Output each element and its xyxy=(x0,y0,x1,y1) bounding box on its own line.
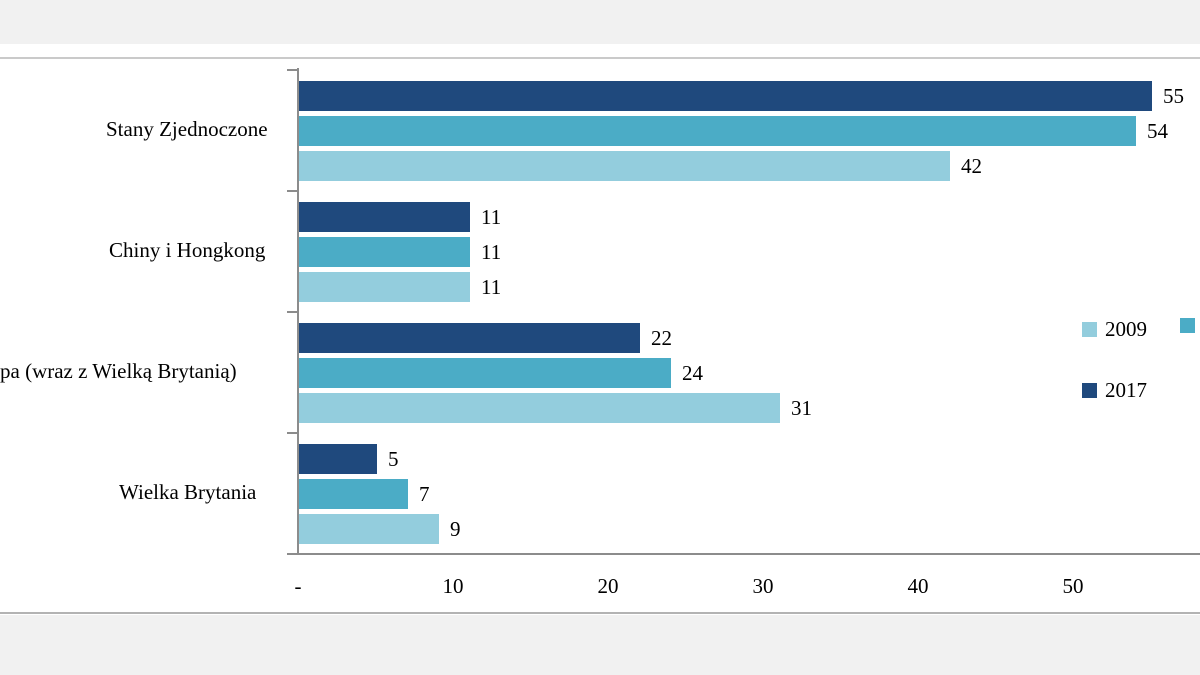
legend-label: 2017 xyxy=(1105,378,1147,402)
bar xyxy=(299,81,1152,111)
legend-swatch-teal xyxy=(1180,318,1195,333)
x-axis-tick-label: 10 xyxy=(442,574,464,598)
category-label: Stany Zjednoczone xyxy=(106,117,268,141)
x-axis-tick-label: 50 xyxy=(1062,574,1084,598)
bar xyxy=(299,116,1136,146)
category-axis-tick xyxy=(287,311,297,313)
bar xyxy=(299,514,439,544)
bar xyxy=(299,272,470,302)
category-label: pa (wraz z Wielką Brytanią) xyxy=(0,359,237,383)
bar-value-label: 7 xyxy=(419,482,430,506)
bar-value-label: 5 xyxy=(388,447,399,471)
legend-swatch-dark-blue xyxy=(1082,383,1097,398)
bar-value-label: 11 xyxy=(481,205,502,229)
top-border-band xyxy=(0,0,1200,44)
category-label: Wielka Brytania xyxy=(119,480,257,504)
category-axis-tick xyxy=(287,190,297,192)
bottom-border-band xyxy=(0,615,1200,675)
x-axis-tick-label: 30 xyxy=(752,574,774,598)
legend-entry-2017: 2017 xyxy=(1082,379,1147,402)
bar-value-label: 55 xyxy=(1163,84,1184,108)
legend-label: 2009 xyxy=(1105,317,1147,341)
bar-value-label: 22 xyxy=(651,326,672,350)
x-axis-tick-label: 20 xyxy=(597,574,619,598)
legend-entry-2009: 2009 xyxy=(1082,318,1147,341)
category-axis-tick xyxy=(287,69,297,71)
legend-swatch-light-blue xyxy=(1082,322,1097,337)
bar xyxy=(299,393,780,423)
bar-value-label: 11 xyxy=(481,275,502,299)
top-divider-line xyxy=(0,57,1200,59)
x-axis-tick-label: 40 xyxy=(907,574,929,598)
bar xyxy=(299,444,377,474)
bar-value-label: 24 xyxy=(682,361,703,385)
bar-value-label: 42 xyxy=(961,154,982,178)
category-label: Chiny i Hongkong xyxy=(109,238,266,262)
x-axis-tick-label: - xyxy=(294,574,302,598)
bar-value-label: 54 xyxy=(1147,119,1168,143)
category-axis-tick xyxy=(287,432,297,434)
bar xyxy=(299,237,470,267)
bar xyxy=(299,323,640,353)
bar-value-label: 9 xyxy=(450,517,461,541)
bar xyxy=(299,358,671,388)
bar xyxy=(299,151,950,181)
bottom-divider-line xyxy=(0,612,1200,614)
value-axis-line xyxy=(287,553,1200,555)
bar xyxy=(299,202,470,232)
bar-value-label: 31 xyxy=(791,396,812,420)
bar-value-label: 11 xyxy=(481,240,502,264)
category-axis-line xyxy=(297,68,299,555)
legend-entry-middle-series xyxy=(1180,318,1200,333)
bar xyxy=(299,479,408,509)
